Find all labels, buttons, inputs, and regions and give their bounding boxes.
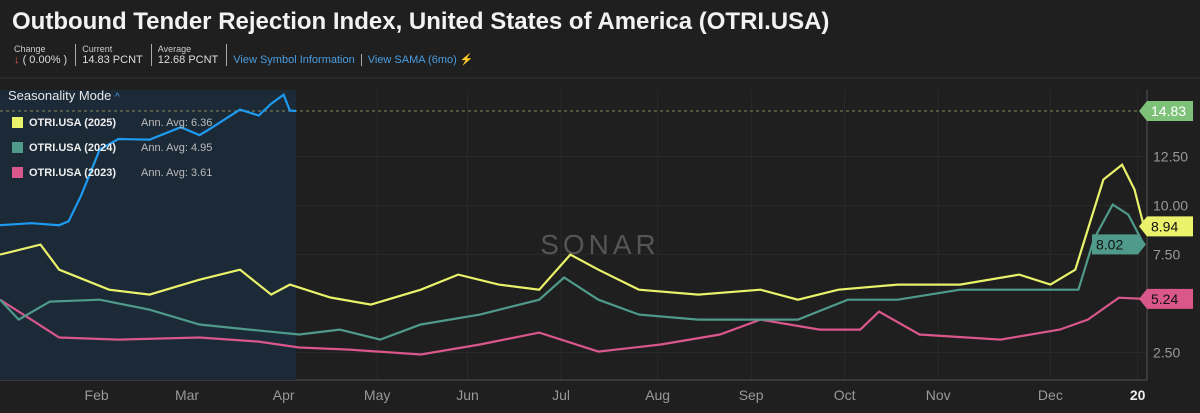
y-tick-label: 10.00 bbox=[1153, 198, 1188, 214]
legend-item-2023[interactable]: OTRI.USA (2023) Ann. Avg: 3.61 bbox=[12, 160, 212, 185]
page-title: Outbound Tender Rejection Index, United … bbox=[12, 8, 830, 35]
y-tick-label: 12.50 bbox=[1153, 149, 1188, 165]
y-tick-label: 7.50 bbox=[1153, 247, 1180, 263]
x-tick-label: Dec bbox=[1038, 387, 1063, 403]
end-value-badge: 5.24 bbox=[1151, 291, 1178, 307]
x-tick-label: Aug bbox=[645, 387, 670, 403]
end-value-badge-bg bbox=[1139, 216, 1193, 237]
change-stat: Change ↓ ( 0.00% ) bbox=[14, 44, 77, 66]
series-line-current bbox=[0, 92, 297, 227]
legend-label: OTRI.USA (2025) bbox=[29, 116, 117, 129]
current-value: 14.83 PCNT bbox=[82, 54, 143, 66]
average-value: 12.68 PCNT bbox=[157, 54, 219, 66]
x-tick-label: May bbox=[364, 387, 390, 403]
current-label: Current bbox=[82, 44, 113, 54]
legend-item-2025[interactable]: OTRI.USA (2025) Ann. Avg: 6.36 bbox=[12, 110, 212, 135]
legend-avg: Ann. Avg: 6.36 bbox=[141, 116, 213, 129]
current-stat: Current 14.83 PCNT bbox=[82, 44, 152, 66]
legend-swatch bbox=[12, 142, 23, 153]
legend: OTRI.USA (2025) Ann. Avg: 6.36 OTRI.USA (… bbox=[12, 110, 212, 185]
y-tick-label: 2.50 bbox=[1153, 345, 1180, 361]
legend-swatch bbox=[12, 167, 23, 178]
stats-bar: Change ↓ ( 0.00% ) Current 14.83 PCNT Aver… bbox=[14, 44, 486, 66]
view-sama-link[interactable]: View SAMA (6mo) ⚡ bbox=[368, 53, 480, 66]
series-line-otri-usa-2025- bbox=[0, 162, 1145, 306]
view-sama-label: View SAMA (6mo) bbox=[367, 54, 457, 66]
x-tick-label: Jul bbox=[552, 387, 570, 403]
series-line-otri-usa-2024- bbox=[0, 203, 1145, 341]
legend-swatch bbox=[12, 117, 23, 128]
legend-avg: Ann. Avg: 4.95 bbox=[141, 141, 213, 154]
x-tick-label: 20 bbox=[1130, 387, 1146, 403]
average-stat: Average 12.68 PCNT bbox=[158, 44, 228, 66]
average-label: Average bbox=[157, 44, 192, 54]
end-value-badge-bg bbox=[1139, 288, 1193, 309]
x-tick-label: Apr bbox=[273, 387, 295, 403]
x-tick-label: Nov bbox=[926, 387, 951, 403]
change-label: Change bbox=[14, 44, 46, 54]
x-tick-label: Feb bbox=[85, 387, 109, 403]
x-tick-label: Mar bbox=[175, 387, 199, 403]
current-value-badge: 14.83 bbox=[1151, 103, 1186, 119]
legend-label: OTRI.USA (2024) bbox=[29, 141, 117, 154]
change-value: ( 0.00% ) bbox=[22, 54, 68, 66]
arrow-down-icon: ↓ bbox=[14, 54, 23, 66]
seasonality-mode-label: Seasonality Mode bbox=[8, 88, 112, 103]
end-value-badge: 8.02 bbox=[1096, 236, 1123, 252]
series-line-otri-usa-2023- bbox=[0, 296, 1144, 356]
x-tick-label: Sep bbox=[739, 387, 764, 403]
legend-label: OTRI.USA (2023) bbox=[29, 166, 117, 179]
view-symbol-info-link[interactable]: View Symbol Information bbox=[233, 54, 362, 66]
x-tick-label: Jun bbox=[456, 387, 479, 403]
seasonality-mode-toggle[interactable]: Seasonality Mode ^ bbox=[8, 88, 120, 103]
legend-avg: Ann. Avg: 3.61 bbox=[141, 166, 213, 179]
end-value-badge-bg bbox=[1092, 234, 1146, 255]
end-value-badge: 8.94 bbox=[1151, 218, 1178, 234]
legend-item-2024[interactable]: OTRI.USA (2024) Ann. Avg: 4.95 bbox=[12, 135, 212, 160]
x-tick-label: Oct bbox=[834, 387, 856, 403]
watermark: SONAR bbox=[540, 229, 660, 260]
current-value-badge-bg bbox=[1139, 100, 1193, 121]
sama-chart-icon: ⚡ bbox=[459, 54, 474, 66]
chevron-up-icon: ^ bbox=[114, 92, 120, 103]
